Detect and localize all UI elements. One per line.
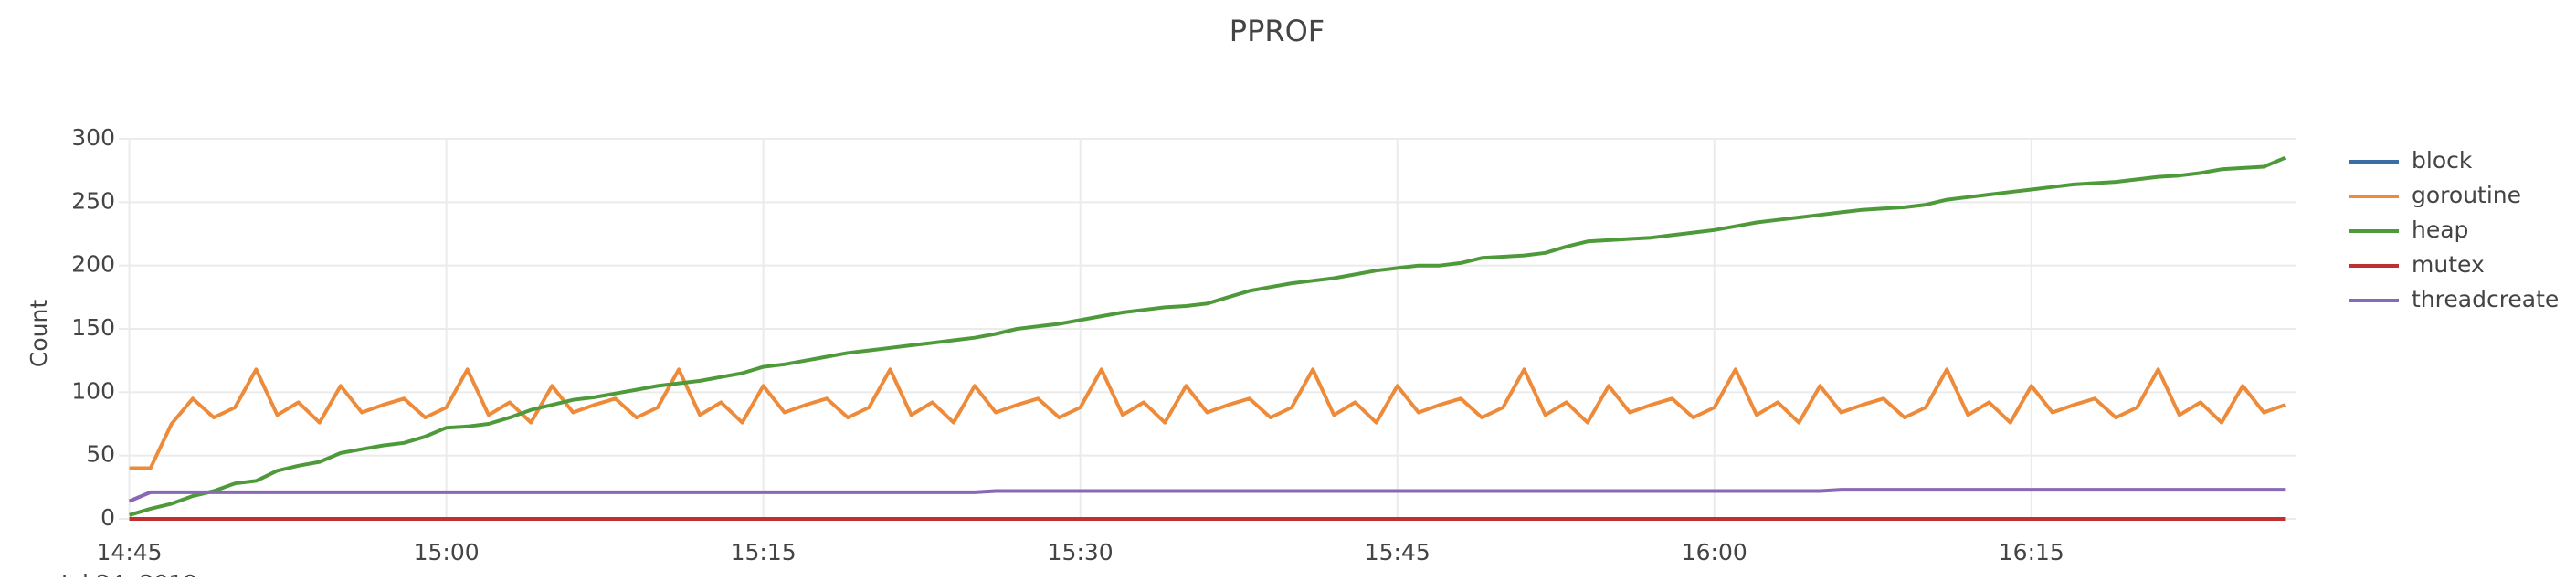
legend-label: heap xyxy=(2412,217,2468,243)
y-axis-label: Count xyxy=(26,300,52,367)
legend-label: mutex xyxy=(2412,251,2485,278)
chart-title: PPROF xyxy=(1230,14,1325,48)
x-tick-label: 15:15 xyxy=(731,539,797,565)
series-line xyxy=(128,488,2286,503)
y-tick-label: 50 xyxy=(86,441,115,468)
legend-label: threadcreate xyxy=(2412,286,2559,312)
x-tick-label: 15:45 xyxy=(1365,539,1431,565)
plot-area xyxy=(128,155,2286,521)
x-date-label: Jul 24, 2019 xyxy=(59,570,197,577)
legend-label: block xyxy=(2412,147,2473,174)
y-tick-label: 100 xyxy=(71,377,115,404)
x-tick-label: 15:30 xyxy=(1048,539,1114,565)
x-tick-label: 16:00 xyxy=(1682,539,1747,565)
legend-label: goroutine xyxy=(2412,182,2521,208)
y-tick-label: 0 xyxy=(100,504,115,531)
y-tick-label: 250 xyxy=(71,187,115,214)
x-tick-label: 16:15 xyxy=(1999,539,2064,565)
x-tick-label: 14:45 xyxy=(97,539,163,565)
x-tick-label: 15:00 xyxy=(414,539,480,565)
y-tick-label: 200 xyxy=(71,251,115,278)
series-line xyxy=(129,155,2286,517)
y-tick-label: 150 xyxy=(71,314,115,341)
series-line xyxy=(129,367,2286,470)
y-tick-label: 300 xyxy=(71,124,115,151)
